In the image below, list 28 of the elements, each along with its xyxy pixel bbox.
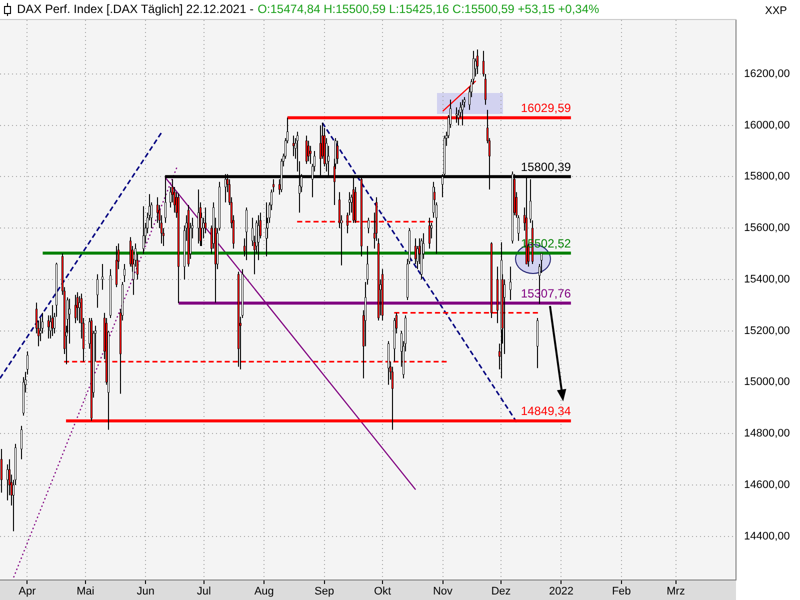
x-tick-label: Mrz [666,586,685,598]
x-tick-label: Jun [136,586,155,598]
y-tick-label: 15000,00 [744,376,790,388]
x-tick-label: Jul [196,586,211,598]
x-tick-label: Mai [76,586,94,598]
x-tick-label: Feb [612,586,631,598]
y-tick-label: 15200,00 [744,324,790,337]
y-tick-label: 16200,00 [744,68,790,80]
y-tick-label: 15600,00 [744,222,790,234]
y-tick-label: 16000,00 [744,119,790,132]
x-tick-label: Dez [491,586,511,598]
y-axis-title: XXP [765,5,788,18]
data-label: 16029,59 [520,101,572,116]
x-tick-label: Apr [18,586,36,598]
data-label: 15800,39 [520,160,572,174]
x-tick-label: Aug [254,586,274,598]
x-tick-label: Sep [314,586,334,598]
chart-title: DAX Perf. Index [.DAX Täglich] 22.12.2021 - [17,1,254,18]
x-tick-label: Okt [374,586,392,598]
y-tick-label: 14400,00 [744,530,790,542]
data-label: 14849,34 [520,404,572,418]
x-tick-label: Nov [432,586,454,598]
y-tick-label: 14600,00 [744,478,790,491]
y-tick-label: 15400,00 [744,273,790,286]
y-tick-label: 14800,00 [744,428,790,440]
x-tick-label: 2022 [548,586,574,598]
chart-subtitle: O:15474,84 H:15500,59 L:15425,16 C:15500,59 +53,15 +0,34% [258,1,600,18]
y-tick-label: 15800,00 [744,170,790,183]
